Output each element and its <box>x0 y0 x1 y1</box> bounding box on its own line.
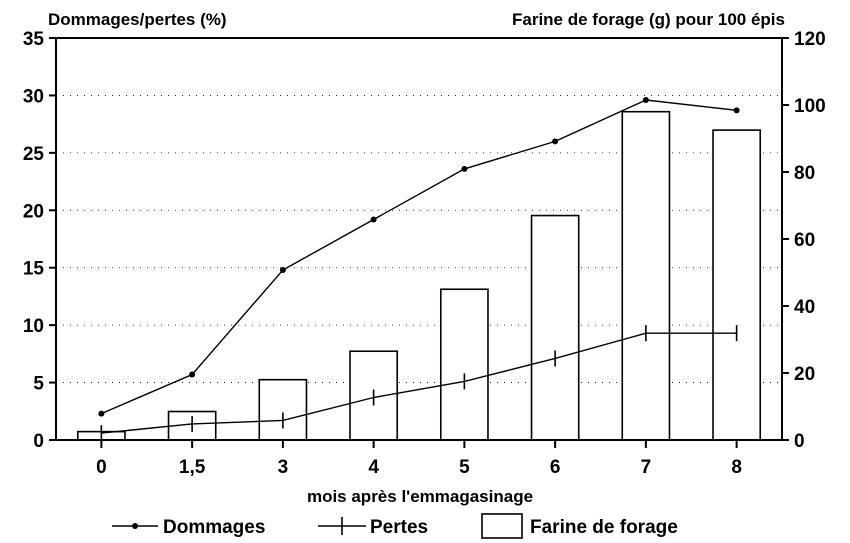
y-right-tick-label: 80 <box>794 163 815 184</box>
point-dommages <box>98 410 105 417</box>
y-left-tick-label: 35 <box>23 29 45 50</box>
point-dommages <box>733 107 740 114</box>
legend-farine-label: Farine de forage <box>530 517 678 538</box>
legend-dommages-label: Dommages <box>163 517 265 538</box>
x-tick-label: 8 <box>731 457 742 478</box>
point-dommages <box>461 165 468 172</box>
plot-frame <box>55 37 783 441</box>
y-left-tick-label: 15 <box>23 259 45 280</box>
point-dommages <box>642 97 649 104</box>
y-left-tick-label: 25 <box>23 144 45 165</box>
bar-farine <box>439 288 489 441</box>
y-right-tick-label: 40 <box>794 297 815 318</box>
x-tick-label: 7 <box>641 457 652 478</box>
x-tick-label: 6 <box>550 457 561 478</box>
y-left-tick-label: 10 <box>23 316 44 337</box>
y-left-tick-label: 30 <box>23 86 44 107</box>
point-dommages <box>189 371 196 378</box>
point-dommages <box>370 216 377 223</box>
point-dommages <box>279 267 286 274</box>
y-right-tick-label: 100 <box>794 96 826 117</box>
y-right-tick-label: 60 <box>794 230 815 251</box>
grid-lines <box>56 95 782 383</box>
axis-ticks <box>49 37 789 448</box>
line-pertes <box>101 332 737 434</box>
x-tick-label: 1,5 <box>179 457 206 478</box>
legend-pertes-label: Pertes <box>370 517 428 538</box>
x-tick-label: 4 <box>368 457 379 478</box>
x-tick-label: 3 <box>278 457 289 478</box>
line-series <box>98 97 740 442</box>
y-left-title: Dommages/pertes (%) <box>48 10 227 29</box>
y-right-tick-label: 20 <box>794 364 815 385</box>
bar-farine <box>712 129 762 441</box>
legend-farine-swatch <box>481 513 523 539</box>
line-dommages <box>101 99 737 415</box>
point-dommages <box>552 138 559 145</box>
bar-farine <box>621 110 671 441</box>
bar-series-farine <box>76 110 762 441</box>
y-right-tick-label: 0 <box>794 431 805 452</box>
x-axis-title: mois après l'emmagasinage <box>307 487 533 506</box>
bar-farine <box>258 378 308 441</box>
x-tick-label: 5 <box>459 457 470 478</box>
bar-farine <box>530 214 580 441</box>
legend-dommages-marker <box>132 523 138 529</box>
legend: Dommages Pertes Farine de forage <box>112 513 678 539</box>
y-right-tick-label: 120 <box>794 29 826 50</box>
y-left-tick-label: 0 <box>33 431 44 452</box>
y-left-tick-label: 20 <box>23 201 44 222</box>
y-right-title: Farine de forage (g) pour 100 épis <box>512 10 785 29</box>
y-left-tick-label: 5 <box>33 374 44 395</box>
axis-labels: 0 5 10 15 20 25 30 35 0 20 40 60 80 100 120 0 1,5 3 4 5 6 7 8 <box>23 29 826 478</box>
x-tick-label: 0 <box>96 457 107 478</box>
